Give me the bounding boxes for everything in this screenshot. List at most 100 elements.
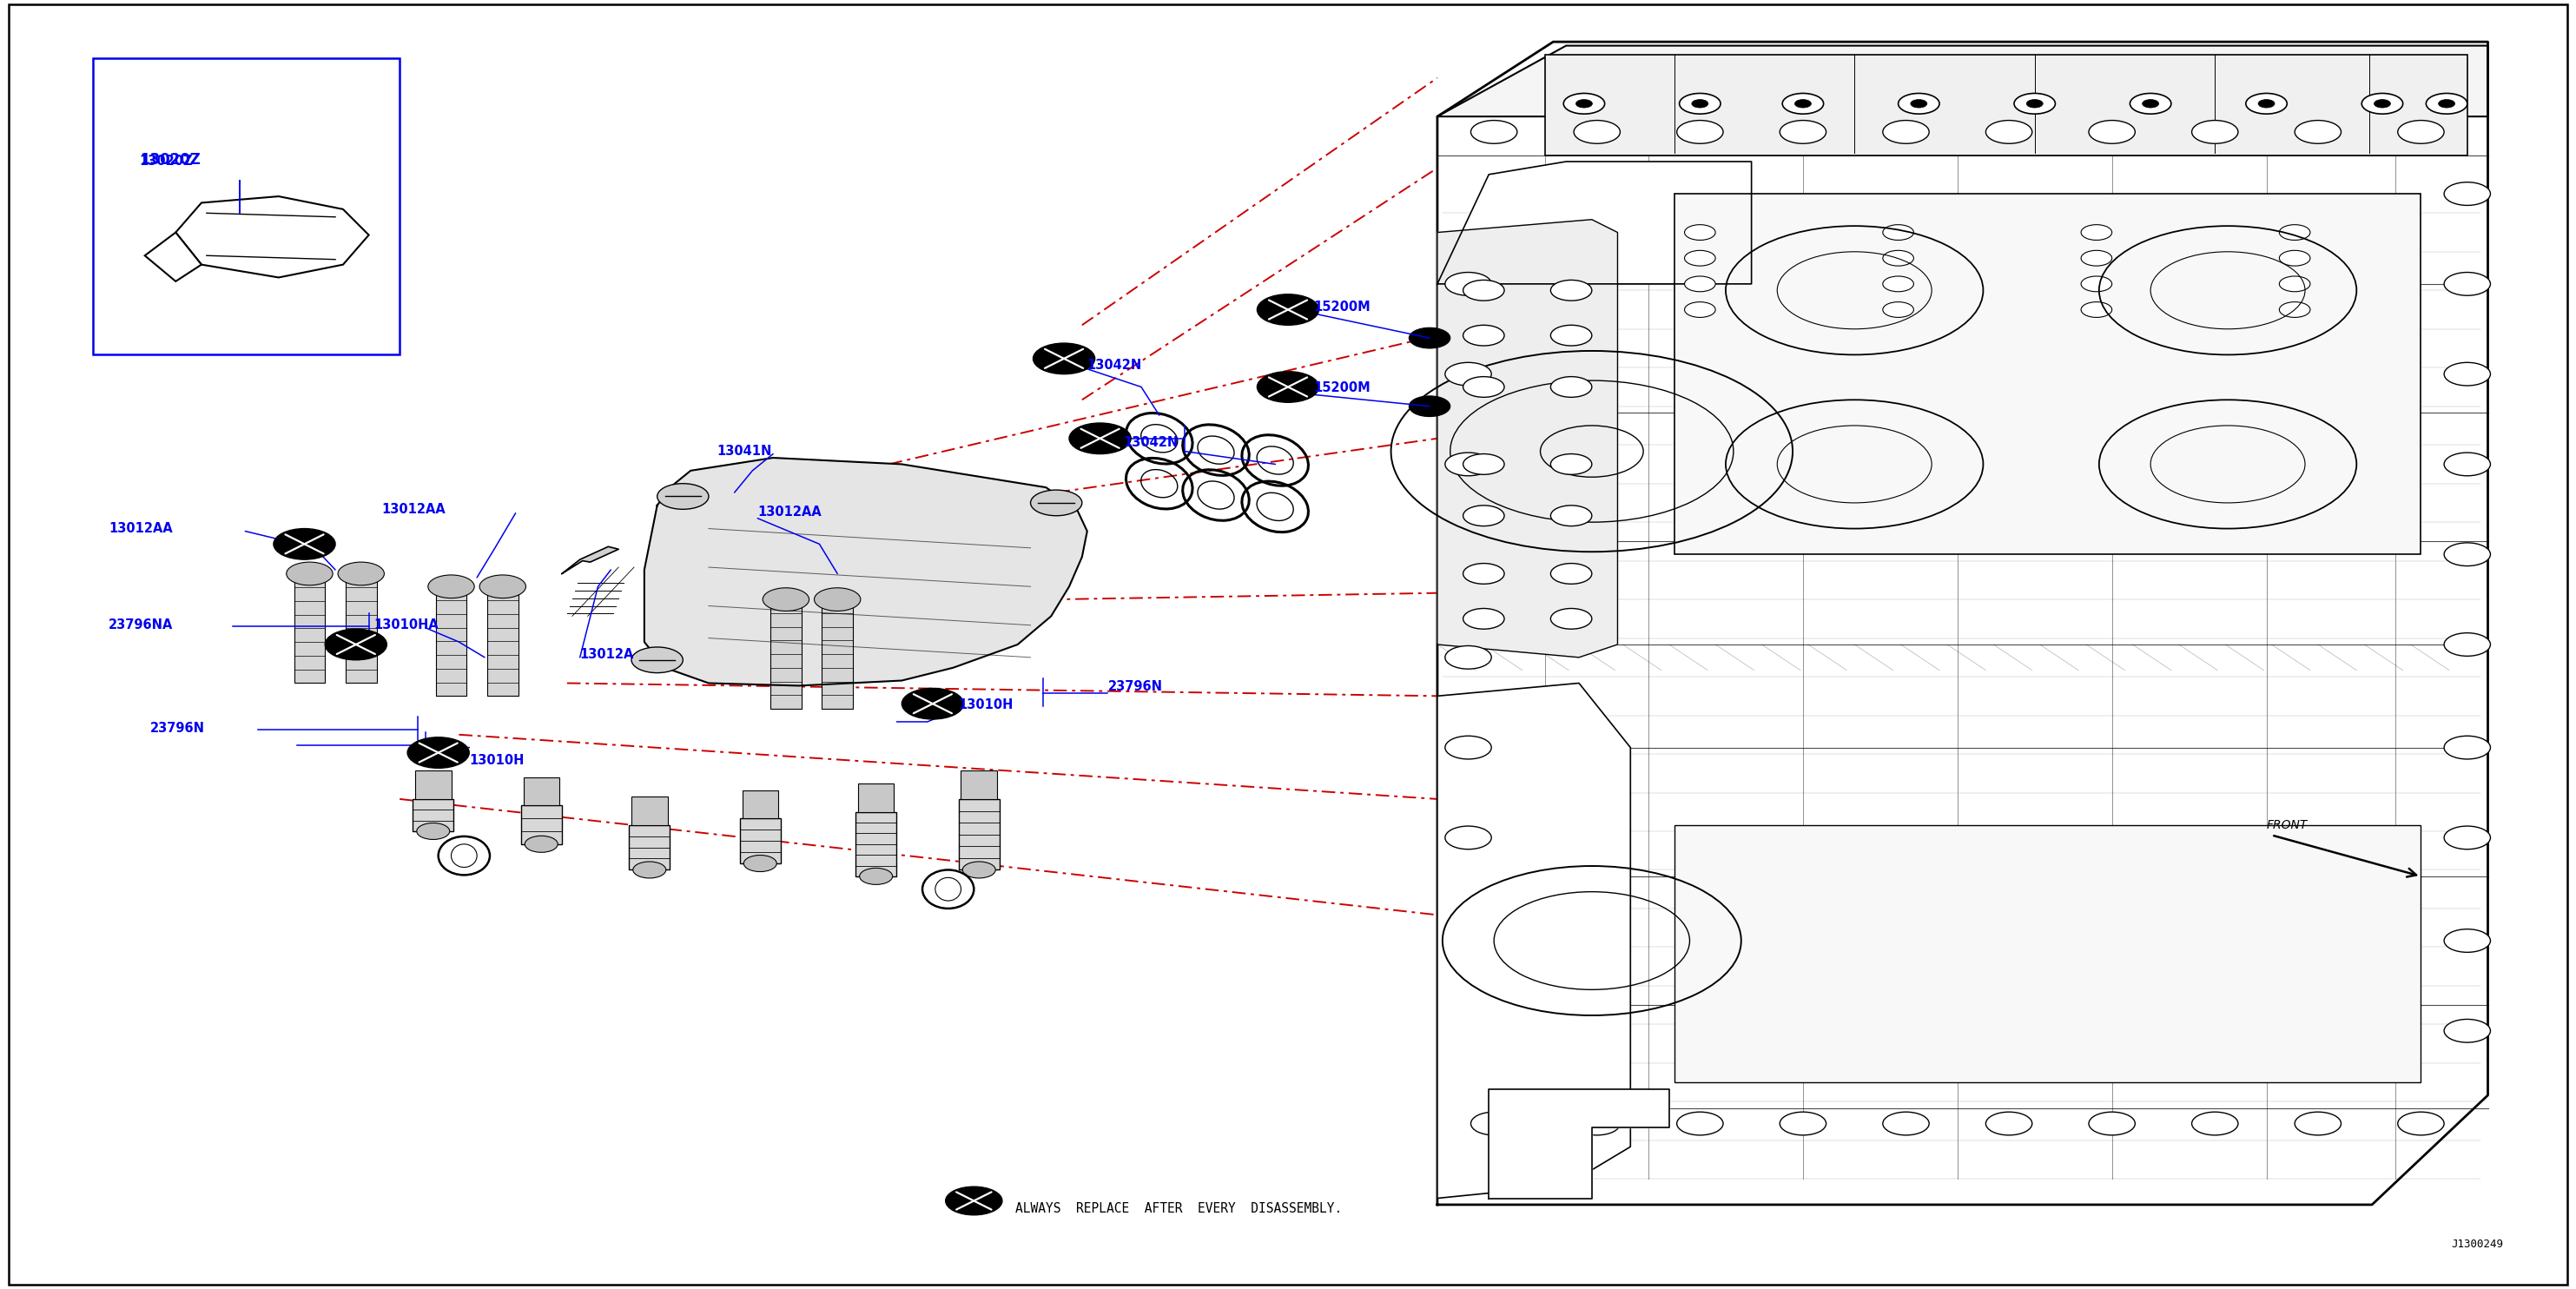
Circle shape bbox=[1883, 1112, 1929, 1136]
Circle shape bbox=[1780, 1112, 1826, 1136]
Circle shape bbox=[2439, 99, 2455, 108]
Circle shape bbox=[1883, 250, 1914, 266]
Circle shape bbox=[2445, 543, 2491, 566]
Circle shape bbox=[2427, 93, 2468, 113]
Circle shape bbox=[2280, 250, 2311, 266]
Circle shape bbox=[1911, 99, 1927, 108]
Circle shape bbox=[1445, 272, 1492, 295]
Circle shape bbox=[657, 483, 708, 509]
Bar bbox=[487, 586, 518, 696]
Circle shape bbox=[2295, 1112, 2342, 1136]
Circle shape bbox=[2445, 736, 2491, 759]
Circle shape bbox=[1471, 120, 1517, 143]
Circle shape bbox=[1551, 376, 1592, 397]
Circle shape bbox=[337, 562, 384, 585]
Circle shape bbox=[2362, 93, 2403, 113]
Circle shape bbox=[2081, 224, 2112, 240]
Circle shape bbox=[2445, 452, 2491, 476]
Bar bbox=[822, 599, 853, 709]
Polygon shape bbox=[1437, 41, 2488, 1205]
Bar bbox=[770, 599, 801, 709]
Circle shape bbox=[945, 1187, 1002, 1216]
Circle shape bbox=[2295, 120, 2342, 143]
Circle shape bbox=[2445, 182, 2491, 205]
Circle shape bbox=[1030, 490, 1082, 516]
Circle shape bbox=[1409, 327, 1450, 348]
Text: 13042N: 13042N bbox=[1123, 436, 1177, 449]
Circle shape bbox=[1069, 423, 1131, 454]
Circle shape bbox=[2027, 99, 2043, 108]
Circle shape bbox=[325, 629, 386, 660]
Circle shape bbox=[407, 737, 469, 768]
Circle shape bbox=[1677, 1112, 1723, 1136]
Circle shape bbox=[1685, 276, 1716, 291]
Circle shape bbox=[1463, 563, 1504, 584]
Text: FRONT: FRONT bbox=[2267, 819, 2308, 831]
Bar bbox=[1546, 54, 2468, 155]
Circle shape bbox=[1577, 99, 1592, 108]
Circle shape bbox=[2280, 276, 2311, 291]
Circle shape bbox=[1986, 120, 2032, 143]
Text: ALWAYS  REPLACE  AFTER  EVERY  DISASSEMBLY.: ALWAYS REPLACE AFTER EVERY DISASSEMBLY. bbox=[1015, 1201, 1342, 1216]
Circle shape bbox=[2398, 1112, 2445, 1136]
Bar bbox=[93, 58, 399, 354]
Bar bbox=[294, 574, 325, 683]
Circle shape bbox=[2445, 362, 2491, 385]
Circle shape bbox=[1551, 563, 1592, 584]
Text: 13041N: 13041N bbox=[716, 445, 770, 458]
Circle shape bbox=[1033, 343, 1095, 374]
Circle shape bbox=[1471, 1112, 1517, 1136]
Bar bbox=[520, 806, 562, 844]
Circle shape bbox=[1257, 371, 1319, 402]
Circle shape bbox=[1445, 646, 1492, 669]
Circle shape bbox=[1409, 396, 1450, 416]
Circle shape bbox=[1445, 736, 1492, 759]
Circle shape bbox=[273, 528, 335, 559]
Circle shape bbox=[1551, 325, 1592, 345]
Circle shape bbox=[631, 647, 683, 673]
Text: 23796N: 23796N bbox=[1108, 681, 1162, 693]
Circle shape bbox=[286, 562, 332, 585]
Text: 13012AA: 13012AA bbox=[757, 505, 822, 518]
Text: 15200M: 15200M bbox=[1314, 382, 1370, 394]
Circle shape bbox=[1685, 250, 1716, 266]
Circle shape bbox=[1685, 302, 1716, 317]
Circle shape bbox=[1551, 280, 1592, 300]
Polygon shape bbox=[1489, 1089, 1669, 1199]
Text: 13020Z: 13020Z bbox=[139, 155, 193, 168]
Bar bbox=[412, 799, 453, 831]
Circle shape bbox=[1463, 454, 1504, 474]
Circle shape bbox=[1783, 93, 1824, 113]
Bar bbox=[1674, 193, 2421, 554]
Polygon shape bbox=[1437, 219, 1618, 657]
Circle shape bbox=[526, 835, 559, 852]
Circle shape bbox=[1677, 120, 1723, 143]
Circle shape bbox=[762, 588, 809, 611]
Circle shape bbox=[1685, 224, 1716, 240]
Text: 15200M: 15200M bbox=[1314, 300, 1370, 313]
Circle shape bbox=[2445, 272, 2491, 295]
Circle shape bbox=[2445, 1020, 2491, 1043]
Polygon shape bbox=[144, 232, 201, 281]
Bar bbox=[629, 825, 670, 870]
Circle shape bbox=[2445, 826, 2491, 849]
Circle shape bbox=[1780, 120, 1826, 143]
Circle shape bbox=[1986, 1112, 2032, 1136]
Text: 23796N: 23796N bbox=[149, 722, 204, 735]
Circle shape bbox=[2280, 224, 2311, 240]
Circle shape bbox=[479, 575, 526, 598]
Circle shape bbox=[2445, 929, 2491, 953]
Circle shape bbox=[1463, 608, 1504, 629]
Circle shape bbox=[1899, 93, 1940, 113]
Circle shape bbox=[2375, 99, 2391, 108]
Text: 13010HA: 13010HA bbox=[374, 619, 438, 632]
Bar bbox=[958, 799, 999, 870]
Bar bbox=[855, 812, 896, 877]
Bar bbox=[742, 790, 778, 819]
Circle shape bbox=[814, 588, 860, 611]
Circle shape bbox=[1574, 120, 1620, 143]
Circle shape bbox=[2280, 302, 2311, 317]
Polygon shape bbox=[1437, 161, 1752, 284]
Circle shape bbox=[1574, 1112, 1620, 1136]
Polygon shape bbox=[644, 458, 1087, 686]
